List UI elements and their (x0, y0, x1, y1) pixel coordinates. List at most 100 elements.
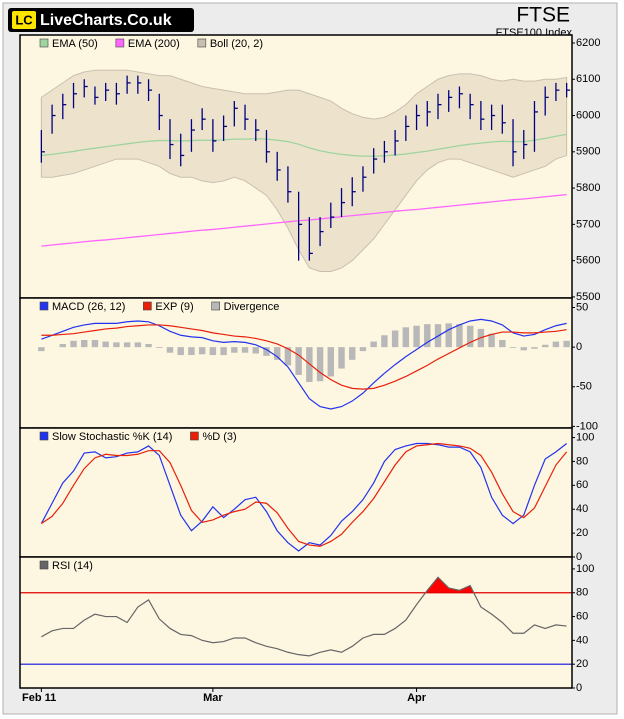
y-tick-label: 5600 (576, 255, 600, 267)
series-line (41, 133, 567, 157)
divergence-bar (552, 341, 560, 348)
y-tick-label: 40 (576, 634, 588, 646)
divergence-bar (59, 343, 67, 348)
divergence-bar (284, 347, 292, 366)
divergence-bar (70, 340, 77, 348)
divergence-bar (531, 347, 538, 349)
plot (20, 576, 572, 665)
divergence-bar (445, 323, 452, 348)
legend-swatch (39, 301, 49, 311)
y-tick-label: 50 (576, 301, 588, 313)
panel (20, 428, 572, 557)
y-tick-label: 6000 (576, 109, 600, 121)
divergence-bar (520, 347, 527, 351)
divergence-bar (306, 347, 313, 383)
divergence-bar (509, 347, 517, 348)
series-line (41, 442, 568, 547)
divergence-bar (370, 341, 377, 348)
legend-swatch (115, 38, 125, 48)
divergence-bar (113, 342, 120, 348)
divergence-bar (391, 330, 399, 348)
y-tick-label: 100 (576, 431, 594, 443)
divergence-bar (499, 340, 506, 348)
divergence-bar (263, 347, 270, 356)
plot (40, 69, 571, 273)
y-tick-label: 5800 (576, 182, 600, 194)
divergence-bar (541, 344, 549, 348)
divergence-bar (198, 347, 206, 355)
legend-swatch (143, 301, 152, 311)
divergence-bar (466, 325, 474, 348)
panel-border (19, 556, 573, 689)
x-tick-label: Feb 11 (22, 692, 56, 704)
legend-label: EMA (200) (128, 38, 180, 50)
divergence-bar (91, 340, 99, 348)
legend-label: Divergence (224, 301, 280, 313)
logo-badge (12, 11, 36, 29)
legend-label: EXP (9) (155, 301, 193, 313)
divergence-bar (488, 333, 495, 348)
legend-swatch (197, 38, 207, 48)
divergence-bar (252, 347, 259, 354)
y-tick-label: 40 (576, 503, 588, 515)
divergence-bar (273, 347, 281, 360)
legend-label: Boll (20, 2) (210, 38, 263, 50)
legend-swatch (39, 431, 49, 441)
overbought-area (425, 577, 474, 593)
divergence-bar (209, 347, 217, 356)
divergence-bar (134, 342, 142, 348)
series-line (41, 324, 567, 390)
legend-swatch (190, 431, 199, 441)
divergence-bar (338, 347, 345, 369)
divergence-bar (177, 347, 184, 356)
y-tick-label: 80 (576, 587, 588, 599)
series-line (41, 318, 567, 410)
divergence-bar (359, 347, 367, 352)
divergence-bar (316, 347, 324, 382)
y-tick-label: 0 (576, 551, 582, 563)
plot (40, 442, 568, 552)
legend-swatch (39, 560, 49, 570)
divergence-bar (81, 340, 88, 348)
legend-swatch (39, 38, 49, 48)
y-tick-label: -50 (576, 381, 592, 393)
divergence-bar (563, 340, 570, 348)
divergence-bar (231, 347, 238, 353)
divergence-bar (166, 347, 174, 353)
y-tick-label: 60 (576, 479, 588, 491)
plot (38, 318, 570, 410)
logo (8, 8, 194, 32)
series-line (41, 576, 567, 657)
y-tick-label: 5700 (576, 218, 600, 230)
legend-label: RSI (14) (52, 560, 93, 572)
divergence-bar (424, 324, 431, 348)
x-tick-label: Mar (203, 692, 223, 704)
y-tick-label: 20 (576, 658, 588, 670)
legend-swatch (211, 301, 220, 311)
divergence-bar (241, 347, 249, 353)
y-tick-label: 6100 (576, 73, 600, 85)
legend-label: %D (3) (202, 431, 236, 443)
y-tick-label: 5500 (576, 291, 600, 303)
logo-badge-text: LC (15, 12, 33, 27)
divergence-bar (220, 347, 227, 356)
divergence-bar (188, 347, 195, 356)
y-tick-label: 0 (576, 341, 582, 353)
x-tick-label: Apr (407, 692, 427, 704)
panel (20, 557, 572, 688)
series-line (41, 193, 567, 247)
series-line (40, 442, 568, 552)
chart-title: FTSE (516, 4, 570, 27)
divergence-bar (456, 324, 463, 348)
divergence-bar (402, 327, 410, 348)
legend-label: Slow Stochastic %K (14) (52, 431, 172, 443)
legend-label: EMA (50) (52, 38, 98, 50)
logo-text: LiveCharts.Co.uk (40, 12, 172, 29)
y-tick-label: 20 (576, 527, 588, 539)
y-tick-label: 60 (576, 610, 588, 622)
divergence-bar (381, 335, 388, 348)
divergence-bar (156, 347, 163, 348)
y-tick-label: 6200 (576, 37, 600, 49)
y-tick-label: 0 (576, 682, 582, 694)
